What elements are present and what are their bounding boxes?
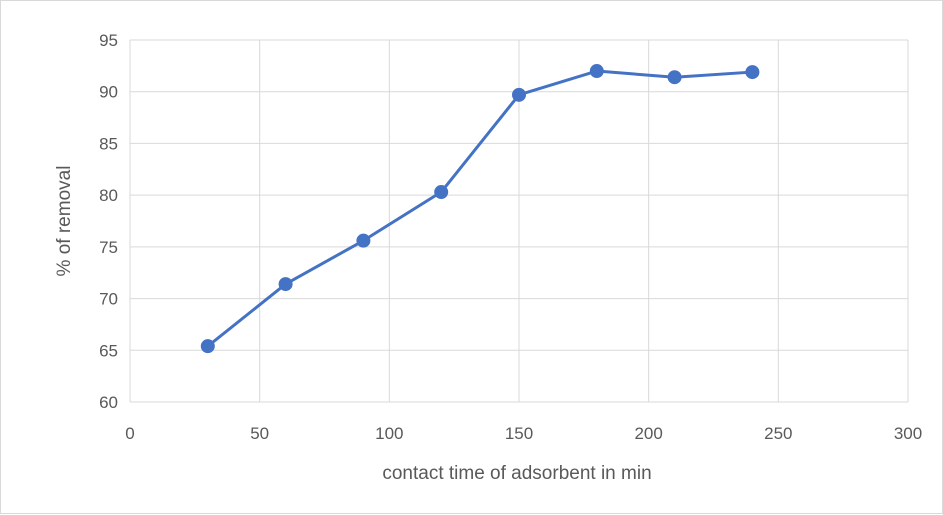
y-tick-label: 70	[99, 290, 118, 309]
x-tick-label: 150	[505, 424, 533, 443]
data-point	[356, 233, 371, 248]
data-point	[278, 277, 293, 292]
y-axis-ticks: 60 65 70 75 80 85 90 95	[99, 31, 118, 412]
series-line	[206, 69, 754, 348]
x-tick-label: 100	[375, 424, 403, 443]
series-group	[200, 64, 760, 354]
y-tick-label: 90	[99, 83, 118, 102]
x-tick-label: 200	[634, 424, 662, 443]
x-axis-title: contact time of adsorbent in min	[382, 463, 651, 484]
y-tick-label: 80	[99, 186, 118, 205]
y-tick-label: 85	[99, 134, 118, 153]
data-point	[434, 185, 449, 200]
x-tick-label: 300	[894, 424, 922, 443]
x-axis-ticks: 0 50 100 150 200 250 300	[125, 424, 922, 443]
y-axis-title: % of removal	[54, 166, 75, 277]
y-tick-label: 75	[99, 238, 118, 257]
data-point	[512, 87, 526, 102]
x-tick-label: 50	[250, 424, 269, 443]
y-tick-label: 65	[99, 341, 118, 360]
y-tick-label: 60	[99, 393, 118, 412]
data-point	[667, 70, 682, 85]
x-tick-label: 250	[764, 424, 792, 443]
x-tick-label: 0	[125, 424, 134, 443]
data-point	[745, 65, 760, 80]
y-tick-label: 95	[99, 31, 118, 50]
data-point	[200, 339, 215, 354]
data-point	[589, 64, 604, 79]
